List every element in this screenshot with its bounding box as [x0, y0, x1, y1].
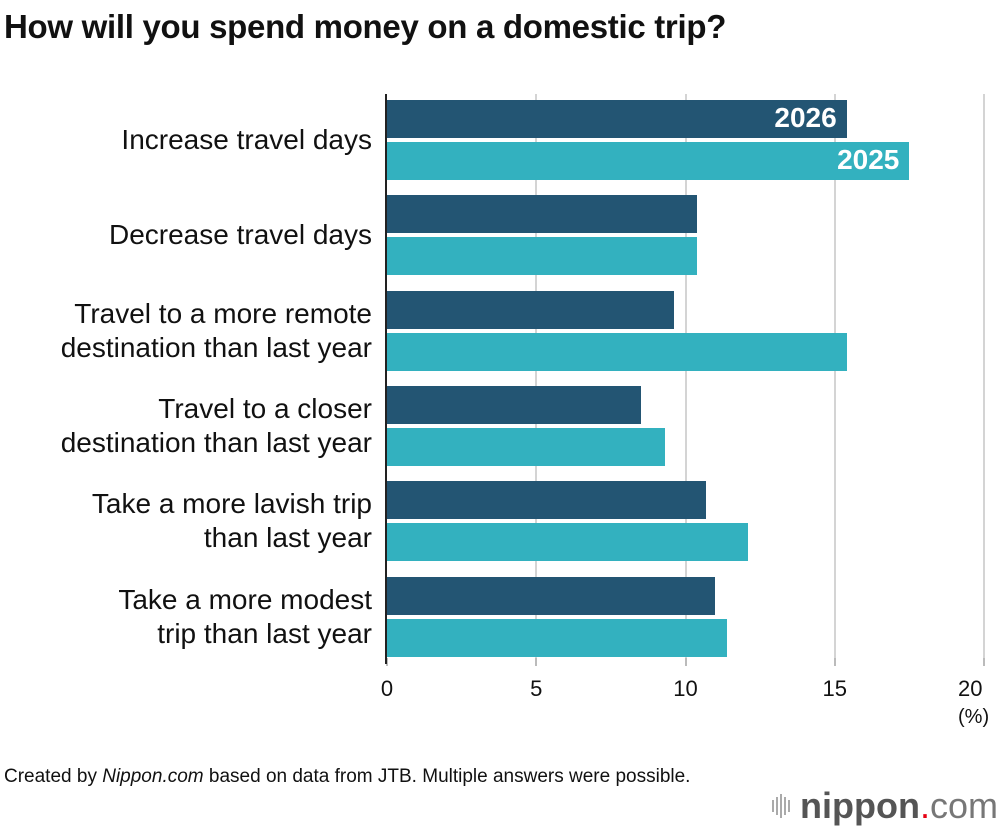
category-label-line: trip than last year [157, 617, 372, 649]
category-label: Decrease travel days [109, 218, 372, 252]
gridline [535, 94, 538, 664]
axis-unit: (%) [958, 706, 990, 728]
bar-2026 [387, 576, 716, 615]
bar-2025 [387, 237, 698, 276]
source-suffix: based on data from JTB. Multiple answers… [203, 766, 691, 787]
bar-2026: 2026 [387, 100, 847, 138]
series-label: 2026 [774, 102, 837, 133]
gridline [684, 94, 687, 664]
bar-2026 [387, 385, 641, 424]
category-label-line: Travel to a more remote [74, 297, 372, 329]
axis-tick [535, 658, 538, 666]
bar-2025: 2025 [387, 142, 910, 180]
bar-2026 [387, 481, 707, 520]
category-label: Increase travel days [121, 123, 372, 157]
bar-2025 [387, 618, 728, 657]
axis-tick [386, 658, 388, 666]
category-label-line: destination than last year [60, 331, 372, 363]
axis-tick [684, 658, 687, 666]
tick-label: 5 [530, 676, 543, 701]
logo-text: nippon [800, 785, 920, 826]
tick-label: 20 [958, 676, 983, 701]
category-label-line: Travel to a closer [158, 392, 372, 424]
bar-2026 [387, 290, 674, 329]
category-label-line: Decrease travel days [108, 219, 372, 251]
tick-label: 15 [822, 676, 847, 701]
category-label: Travel to a closer destination than last … [61, 392, 372, 460]
bar-2025 [387, 332, 847, 371]
gridline [983, 94, 985, 664]
category-label-line: destination than last year [60, 426, 372, 458]
source-prefix: Created by [4, 766, 103, 787]
bar-2026 [387, 195, 698, 234]
logo-dot: . [919, 785, 930, 826]
category-label: Travel to a more remote destination than … [61, 297, 372, 365]
logo-bars-icon [772, 794, 790, 818]
axis-tick [983, 658, 985, 666]
series-label: 2025 [837, 144, 900, 175]
source-name: Nippon.com [102, 766, 204, 787]
y-axis [385, 94, 387, 664]
category-label-line: Take a more modest [118, 583, 372, 615]
category-label: Take a more lavish trip than last year [92, 487, 372, 555]
category-label-line: than last year [203, 522, 372, 554]
chart-title: How will you spend money on a domestic t… [4, 8, 727, 45]
tick-label: 10 [673, 676, 698, 701]
nippon-logo: nippon. com [772, 785, 998, 827]
tick-label: 0 [380, 676, 394, 701]
source-note: Created by Nippon.com based on data from… [4, 764, 784, 790]
bar-2025 [387, 523, 749, 562]
bar-2025 [387, 427, 665, 466]
category-label-line: Take a more lavish trip [91, 488, 372, 520]
category-label-line: Increase travel days [121, 124, 372, 155]
axis-tick [833, 658, 836, 666]
gridline [833, 94, 836, 664]
category-label: Take a more modest trip than last year [118, 583, 372, 651]
logo-suffix: com [929, 785, 998, 826]
